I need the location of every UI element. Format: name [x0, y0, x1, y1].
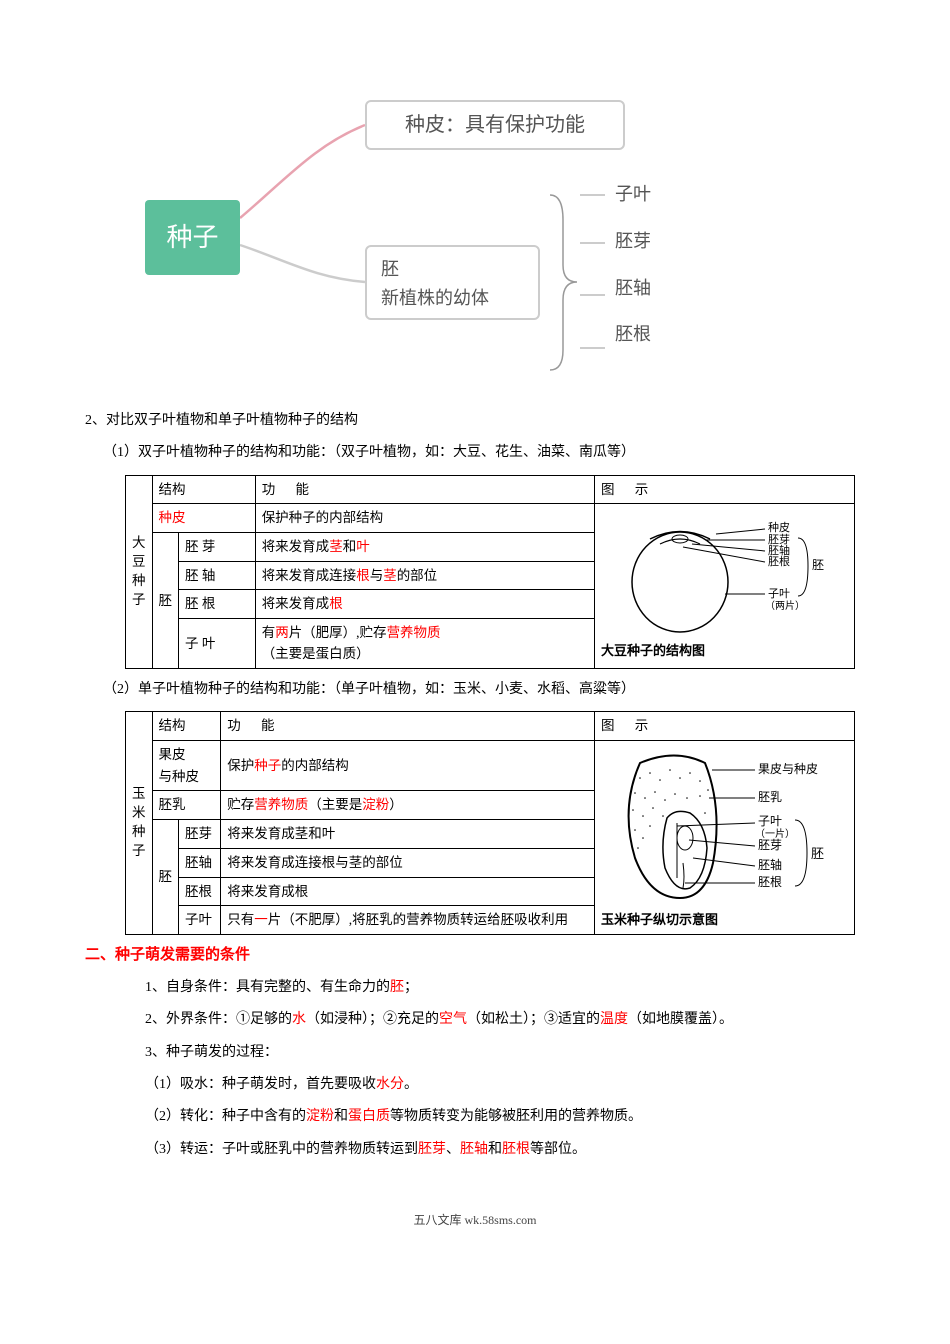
cond-external: 2、外界条件：①足够的水（如浸种）；②充足的空气（如松土）；③适宜的温度（如地膜… — [85, 1009, 865, 1031]
monocot-peizhou-func: 将来发育成连接根与茎的部位 — [221, 848, 595, 877]
monocot-peiya-func: 将来发育成茎和叶 — [221, 819, 595, 848]
monocot-embryo-label: 胚 — [152, 819, 179, 934]
dicot-embryo-label: 胚 — [152, 532, 179, 668]
th2-figure: 图示 — [595, 712, 855, 741]
svg-text:胚乳: 胚乳 — [758, 790, 782, 804]
svg-text:胚轴: 胚轴 — [758, 857, 782, 872]
embryo-line1: 胚 — [381, 255, 524, 284]
germ-process-head: 3、种子萌发的过程： — [85, 1042, 865, 1064]
embryo-node: 胚 新植株的幼体 — [365, 245, 540, 320]
svg-text:子叶: 子叶 — [758, 814, 782, 828]
svg-text:胚: 胚 — [812, 558, 824, 572]
monocot-peigen: 胚根 — [179, 877, 221, 906]
th-function: 功能 — [255, 475, 594, 504]
monocot-peiya: 胚芽 — [179, 819, 221, 848]
dicot-ziye: 子 叶 — [179, 618, 256, 668]
embryo-parts-list: 子叶 胚芽 胚轴 胚根 — [615, 180, 651, 367]
monocot-ziye-func: 只有一片（不肥厚）,将胚乳的营养物质转运给胚吸收利用 — [221, 906, 595, 935]
seed-node: 种子 — [145, 200, 240, 275]
monocot-seed-svg: 果皮与种皮 胚乳 子叶 （一片） 胚芽 胚轴 胚根 胚 — [605, 748, 845, 908]
svg-text:胚芽: 胚芽 — [758, 838, 782, 852]
dicot-peigen-func: 将来发育成根 — [255, 590, 594, 619]
monocot-peizhou: 胚轴 — [179, 848, 221, 877]
th2-structure: 结构 — [152, 712, 221, 741]
dicot-rowlabel: 大 豆 种 子 — [126, 475, 153, 668]
svg-text:（两片）: （两片） — [765, 599, 805, 612]
step-transport: （3）转运：子叶或胚乳中的营养物质转运到胚芽、胚轴和胚根等部位。 — [85, 1139, 865, 1161]
svg-text:胚芽: 胚芽 — [768, 532, 790, 546]
part-peiya: 胚芽 — [615, 227, 651, 256]
part-peizhou: 胚轴 — [615, 274, 651, 303]
th2-function: 功能 — [221, 712, 595, 741]
monocot-figure-cell: 果皮与种皮 胚乳 子叶 （一片） 胚芽 胚轴 胚根 胚 玉米种子纵切示意图 — [595, 740, 855, 934]
dicot-seed-svg: 种皮 胚芽 胚轴 胚根 子叶 （两片） 胚 — [610, 514, 840, 639]
embryo-line2: 新植株的幼体 — [381, 284, 524, 313]
monocot-ziye: 子叶 — [179, 906, 221, 935]
monocot-endosperm-func: 贮存营养物质（主要是淀粉） — [221, 791, 595, 820]
para-dicot-intro: （1）双子叶植物种子的结构和功能：（双子叶植物，如：大豆、花生、油菜、南瓜等） — [85, 442, 865, 464]
seedcoat-node: 种皮：具有保护功能 — [365, 100, 625, 150]
monocot-peigen-func: 将来发育成根 — [221, 877, 595, 906]
svg-text:胚根: 胚根 — [768, 554, 790, 568]
dicot-peiya: 胚 芽 — [179, 532, 256, 561]
dicot-peiya-func: 将来发育成茎和叶 — [255, 532, 594, 561]
para-monocot-intro: （2）单子叶植物种子的结构和功能：（单子叶植物，如：玉米、小麦、水稻、高粱等） — [85, 679, 865, 701]
dicot-ziye-func: 有两片（肥厚）,贮存营养物质（主要是蛋白质） — [255, 618, 594, 668]
monocot-rowlabel: 玉 米 种 子 — [126, 712, 153, 934]
dicot-seedcoat-func: 保护种子的内部结构 — [255, 504, 594, 533]
section2-heading: 二、种子萌发需要的条件 — [85, 943, 865, 967]
seedcoat-label: 种皮：具有保护功能 — [405, 109, 585, 141]
part-ziye: 子叶 — [615, 180, 651, 209]
monocot-endosperm: 胚乳 — [152, 791, 221, 820]
monocot-pericarp: 果皮与种皮 — [152, 740, 221, 790]
page-footer: 五八文库 wk.58sms.com — [85, 1211, 865, 1230]
svg-text:种皮: 种皮 — [768, 520, 790, 534]
part-peigen: 胚根 — [615, 320, 651, 349]
para-compare: 2、对比双子叶植物和单子叶植物种子的结构 — [85, 410, 865, 432]
monocot-caption: 玉米种子纵切示意图 — [601, 910, 848, 931]
cond-self: 1、自身条件：具有完整的、有生命力的胚； — [85, 977, 865, 999]
step-transform: （2）转化：种子中含有的淀粉和蛋白质等物质转变为能够被胚利用的营养物质。 — [85, 1106, 865, 1128]
svg-text:胚根: 胚根 — [758, 875, 782, 889]
monocot-seed-table: 玉 米 种 子 结构 功能 图示 果皮与种皮 保护种子的内部结构 — [125, 711, 855, 934]
step-absorb: （1）吸水：种子萌发时，首先要吸收水分。 — [85, 1074, 865, 1096]
seed-concept-diagram: 种子 种皮：具有保护功能 胚 新植株的幼体 子叶 胚芽 胚轴 胚根 — [85, 100, 865, 380]
seed-node-label: 种子 — [166, 217, 218, 259]
dicot-peizhou-func: 将来发育成连接根与茎的部位 — [255, 561, 594, 590]
svg-text:子叶: 子叶 — [768, 587, 790, 600]
dicot-seed-table: 大 豆 种 子 结构 功能 图示 种皮 保护种子的内部结构 种皮 胚芽 — [125, 475, 855, 669]
th-structure: 结构 — [152, 475, 255, 504]
dicot-caption: 大豆种子的结构图 — [601, 641, 848, 662]
th-figure: 图示 — [595, 475, 855, 504]
svg-text:胚轴: 胚轴 — [768, 543, 790, 557]
dicot-seedcoat: 种皮 — [152, 504, 255, 533]
dicot-figure-cell: 种皮 胚芽 胚轴 胚根 子叶 （两片） 胚 大豆种子的结构图 — [595, 504, 855, 669]
dicot-peigen: 胚 根 — [179, 590, 256, 619]
svg-text:果皮与种皮: 果皮与种皮 — [758, 762, 818, 776]
monocot-pericarp-func: 保护种子的内部结构 — [221, 740, 595, 790]
svg-text:胚: 胚 — [811, 846, 824, 861]
dicot-peizhou: 胚 轴 — [179, 561, 256, 590]
